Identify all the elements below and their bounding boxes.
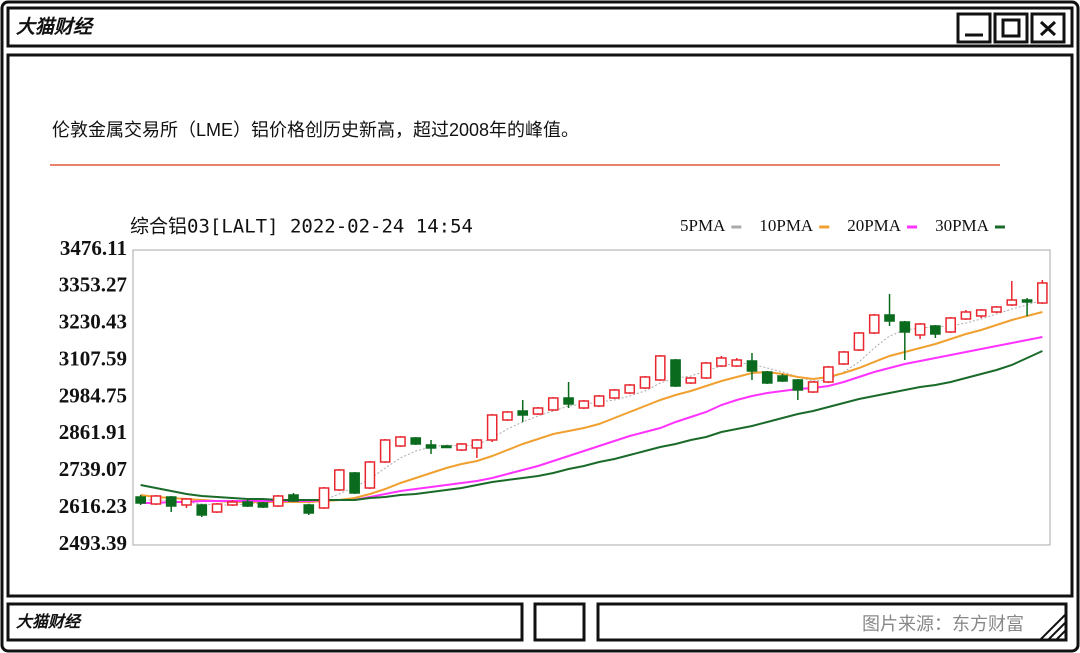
maximize-button[interactable] bbox=[993, 12, 1029, 44]
candle-body bbox=[517, 410, 529, 416]
hatch bbox=[1039, 613, 1067, 641]
candle-body bbox=[257, 502, 269, 508]
candle-body bbox=[654, 355, 666, 381]
candle-body bbox=[333, 469, 345, 491]
candle-body bbox=[272, 495, 284, 507]
candle-body bbox=[930, 325, 941, 335]
candle-body bbox=[823, 366, 834, 383]
candle-body bbox=[471, 439, 483, 449]
window-title: 大猫财经 bbox=[16, 16, 95, 38]
candle-body bbox=[609, 389, 620, 399]
candle-body bbox=[1037, 282, 1048, 304]
candle-body bbox=[349, 472, 360, 494]
candle-body bbox=[731, 359, 743, 367]
candle-body bbox=[196, 504, 208, 516]
legend-label: 10PMA bbox=[759, 216, 814, 235]
candle-body bbox=[165, 496, 177, 507]
candle-body bbox=[288, 494, 299, 502]
image-source: 图片来源：东方财富 bbox=[862, 614, 1024, 634]
moving-average-line bbox=[140, 299, 1043, 506]
candle-body bbox=[410, 437, 422, 445]
title-bar bbox=[6, 6, 1074, 48]
close-icon bbox=[1039, 20, 1057, 37]
y-tick-label: 2984.75 bbox=[59, 383, 127, 407]
candle-body bbox=[777, 375, 788, 382]
candle-body bbox=[975, 309, 987, 317]
candle-body bbox=[838, 351, 850, 365]
candle-body bbox=[563, 397, 574, 405]
candle-body bbox=[899, 321, 911, 333]
footer-brand: 大猫财经 bbox=[16, 613, 82, 631]
candle-body bbox=[227, 501, 238, 506]
candle-body bbox=[853, 332, 865, 351]
footer-box bbox=[533, 602, 586, 642]
plot-area bbox=[132, 249, 1051, 546]
candle-body bbox=[670, 359, 681, 387]
chart-title: 综合铝03[LALT] 2022-02-24 14:54 bbox=[130, 216, 473, 238]
minimize-button[interactable] bbox=[956, 12, 992, 44]
candle-body bbox=[700, 362, 712, 379]
candle-body bbox=[807, 381, 819, 393]
y-tick-label: 2493.39 bbox=[59, 531, 127, 555]
candle-body bbox=[440, 445, 452, 449]
candle-body bbox=[761, 371, 773, 384]
candle-body bbox=[425, 444, 437, 449]
y-tick-label: 3230.43 bbox=[59, 310, 127, 334]
candle-body bbox=[868, 314, 880, 334]
candle-body bbox=[379, 439, 391, 463]
y-tick-label: 2739.07 bbox=[59, 457, 127, 481]
y-tick-label: 3476.11 bbox=[60, 236, 127, 260]
candle-body bbox=[150, 495, 162, 505]
candle-body bbox=[1006, 299, 1018, 306]
candle-body bbox=[547, 397, 559, 411]
headline: 伦敦金属交易所（LME）铝价格创历史新高，超过2008年的峰值。 bbox=[52, 120, 579, 140]
close-button[interactable] bbox=[1030, 12, 1066, 44]
candle-body bbox=[884, 314, 895, 322]
legend-label: 5PMA bbox=[680, 216, 726, 235]
candle-body bbox=[502, 411, 513, 421]
candle-body bbox=[181, 498, 192, 506]
window-buttons bbox=[956, 12, 1066, 44]
candle-body bbox=[486, 414, 498, 441]
y-tick-label: 2616.23 bbox=[59, 494, 127, 518]
candle-body bbox=[532, 407, 544, 415]
candle-body bbox=[960, 311, 972, 320]
candle-body bbox=[135, 496, 146, 504]
candle-body bbox=[318, 487, 330, 509]
legend-label: 20PMA bbox=[847, 216, 902, 235]
candle-body bbox=[456, 443, 467, 451]
footer-box bbox=[6, 602, 524, 642]
candle-body bbox=[578, 400, 590, 409]
candle-body bbox=[746, 360, 758, 372]
candle-body bbox=[914, 323, 926, 336]
y-tick-label: 3107.59 bbox=[59, 346, 127, 370]
candle-body bbox=[395, 436, 406, 447]
candle-body bbox=[991, 306, 1002, 313]
legend-label: 30PMA bbox=[935, 216, 990, 235]
candle-body bbox=[211, 503, 223, 513]
y-tick-label: 2861.91 bbox=[59, 420, 127, 444]
candle-body bbox=[303, 504, 315, 514]
candle-body bbox=[716, 357, 727, 367]
candle-body bbox=[593, 395, 605, 407]
candle-body bbox=[242, 501, 253, 507]
candle-body bbox=[792, 379, 804, 391]
candle-body bbox=[639, 376, 651, 389]
candle-body bbox=[685, 377, 697, 384]
candle-body bbox=[945, 317, 956, 333]
candle-body bbox=[624, 384, 636, 394]
y-tick-label: 3353.27 bbox=[59, 273, 127, 297]
candle-body bbox=[364, 461, 376, 489]
maximize-icon bbox=[1001, 18, 1021, 38]
candle-body bbox=[1021, 299, 1033, 303]
